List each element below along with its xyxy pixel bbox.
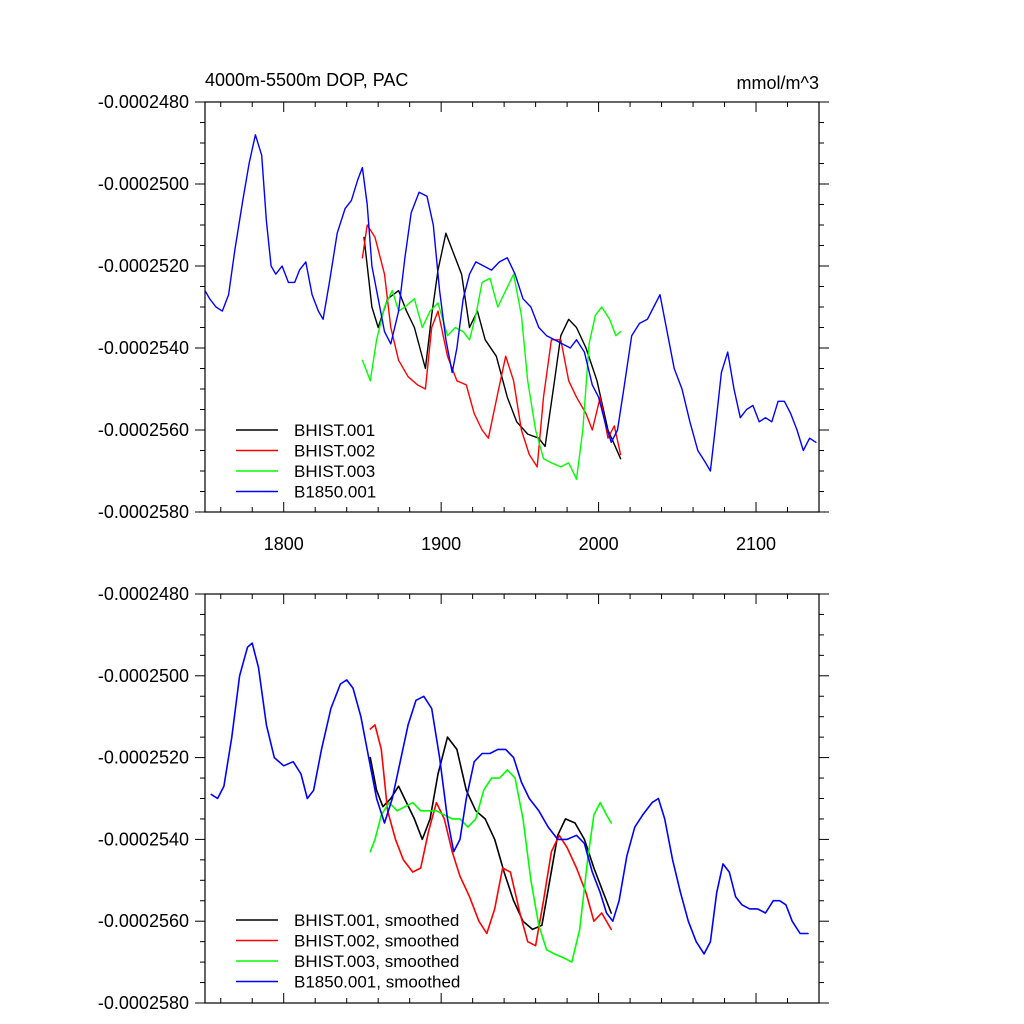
y-tick-label: -0.0002540 xyxy=(98,829,189,849)
legend-label: BHIST.002 xyxy=(294,442,375,461)
y-tick-label: -0.0002560 xyxy=(98,911,189,931)
y-tick-label: -0.0002480 xyxy=(98,584,189,604)
series-line-bhist-002-smoothed xyxy=(369,724,612,947)
legend-label: B1850.001 xyxy=(294,483,376,502)
legend-label: BHIST.002, smoothed xyxy=(294,932,459,951)
series-line-bhist-001-smoothed xyxy=(369,736,612,931)
y-tick-label: -0.0002580 xyxy=(98,502,189,522)
x-tick-label: 1800 xyxy=(264,534,304,554)
legend-label: BHIST.003, smoothed xyxy=(294,952,459,971)
series-line-b1850-001 xyxy=(205,134,817,472)
y-tick-label: -0.0002540 xyxy=(98,338,189,358)
legend-label: BHIST.003 xyxy=(294,462,375,481)
x-tick-label: 1900 xyxy=(421,534,461,554)
legend-label: B1850.001, smoothed xyxy=(294,973,460,992)
series-line-bhist-003 xyxy=(361,273,622,480)
y-tick-label: -0.0002500 xyxy=(98,666,189,686)
y-tick-label: -0.0002520 xyxy=(98,748,189,768)
bottom-panel: -0.0002480 -0.0002500 -0.0002520 -0.0002540… xyxy=(98,584,829,1013)
legend-label: BHIST.001 xyxy=(294,421,375,440)
series-line-bhist-003-smoothed xyxy=(369,769,612,963)
x-tick-label: 2000 xyxy=(579,534,619,554)
y-tick-label: -0.0002580 xyxy=(98,993,189,1013)
y-tick-label: -0.0002480 xyxy=(98,92,189,112)
chart-title: 4000m-5500m DOP, PAC xyxy=(205,70,408,90)
chart-units: mmol/m^3 xyxy=(737,73,819,93)
series-line-bhist-001 xyxy=(363,232,622,460)
top-panel: -0.0002480 -0.0002500 -0.0002520 -0.0002540… xyxy=(98,70,829,554)
y-tick-label: -0.0002560 xyxy=(98,420,189,440)
x-tick-label: 2100 xyxy=(736,534,776,554)
series-line-b1850-001-smoothed xyxy=(210,642,809,955)
series-line-bhist-002 xyxy=(361,224,622,468)
legend-label: BHIST.001, smoothed xyxy=(294,911,459,930)
y-tick-label: -0.0002500 xyxy=(98,174,189,194)
y-tick-label: -0.0002520 xyxy=(98,256,189,276)
